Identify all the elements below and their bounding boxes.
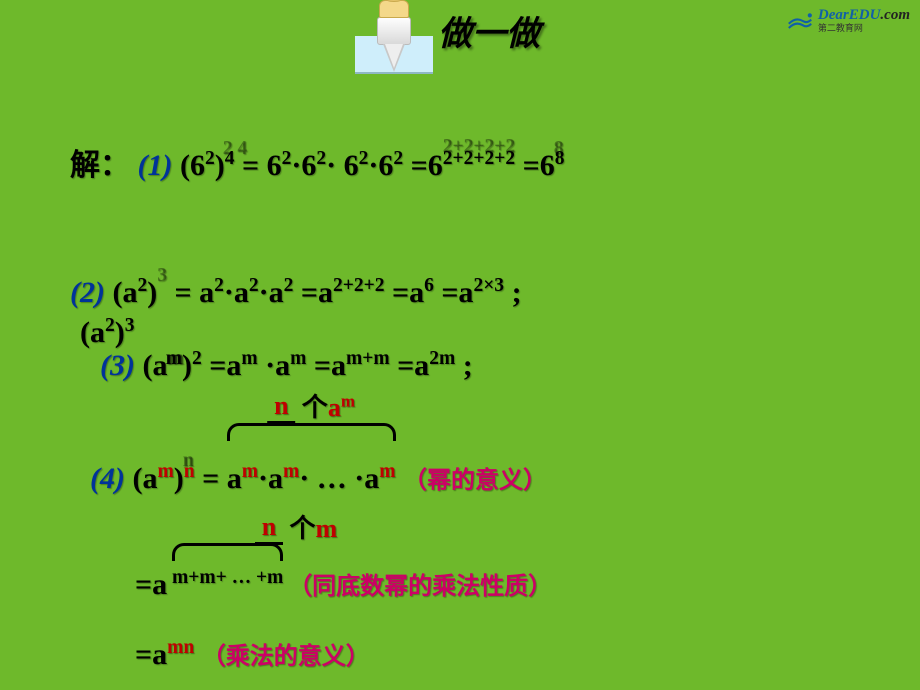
- equation-2: (2) (a2)3 = a2·a2·a2 =a2+2+2 =a6 =a2×3 ;: [70, 275, 522, 310]
- equation-4-line2: =a m+m+ … +m （同底数幂的乘法性质）: [135, 566, 552, 602]
- equation-4-brace2-label: n 个m: [255, 508, 337, 545]
- equation-1: 解： (1) (62)2 44 = 62·62· 62·62 =62+2+2+2…: [70, 140, 564, 184]
- note-power-meaning: （幂的意义）: [403, 468, 547, 494]
- logo-brand: DearEDU.com: [818, 8, 910, 23]
- equation-2-side: (a2)3: [80, 315, 135, 350]
- page-title: 做一做: [438, 6, 540, 55]
- pushpin-graphic: [355, 0, 433, 85]
- equation-4-line1: (4) (am)nn = n 个am am·am· … ·am （幂的意义）: [90, 460, 547, 496]
- note-same-base: （同底数幂的乘法性质）: [288, 574, 552, 600]
- note-mult-meaning: （乘法的意义）: [202, 644, 370, 670]
- logo-icon: [786, 11, 814, 31]
- logo-sub: 第二教育网: [818, 24, 910, 33]
- logo: DearEDU.com 第二教育网: [786, 8, 910, 33]
- equation-4-line3: =amn （乘法的意义）: [135, 636, 370, 672]
- equation-3: (3) (amm)2 =am ·am =am+m =a2m ;: [100, 348, 473, 383]
